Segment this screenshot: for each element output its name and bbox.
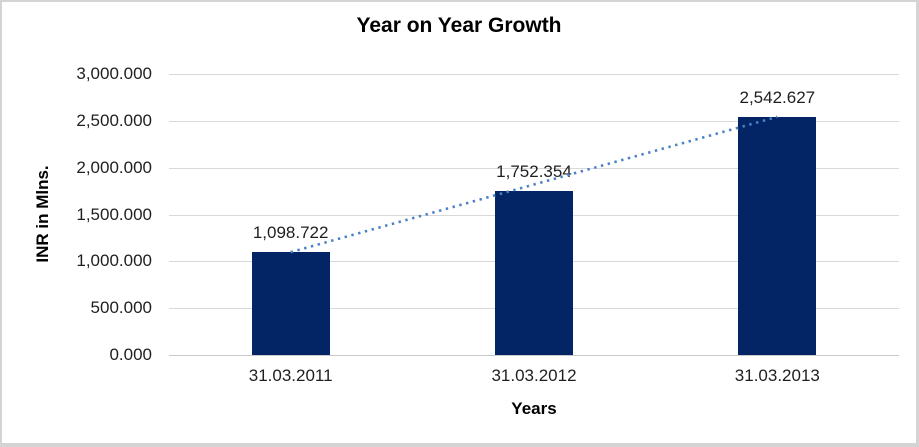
y-axis-title: INR in Mlns. <box>33 165 52 263</box>
bar[interactable] <box>251 252 330 355</box>
y-tick-label: 0.000 <box>109 345 152 364</box>
y-tick-label: 2,500.000 <box>76 110 152 130</box>
bar[interactable] <box>738 116 817 355</box>
y-tick-label: 1,000.000 <box>76 251 152 271</box>
y-tick-label: 500.000 <box>90 298 152 318</box>
bar-data-label: 2,542.627 <box>739 87 816 107</box>
chart-title: Year on Year Growth <box>356 14 562 37</box>
bar-data-label: 1,752.354 <box>496 161 572 181</box>
gridline <box>169 74 899 75</box>
y-tick-label: 1,500.000 <box>76 204 152 224</box>
gridline <box>169 355 899 356</box>
x-tick-label: 31.03.2013 <box>734 366 820 385</box>
x-axis-title: Years <box>511 399 557 418</box>
x-tick-label: 31.03.2011 <box>248 366 333 385</box>
x-tick-label: 31.03.2012 <box>491 366 577 385</box>
bar-data-label: 1,098.722 <box>252 223 329 243</box>
y-tick-label: 3,000.000 <box>76 64 152 83</box>
y-tick-label: 2,000.000 <box>76 157 152 177</box>
bar[interactable] <box>495 190 573 355</box>
